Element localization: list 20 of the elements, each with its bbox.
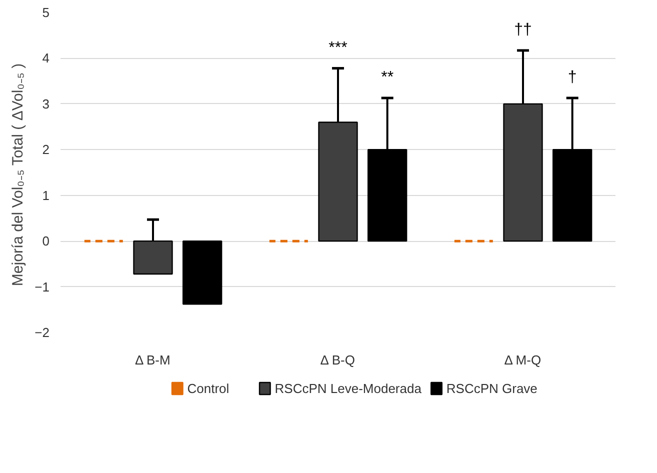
y-tick-label: −2 xyxy=(34,325,50,340)
bar xyxy=(182,240,222,305)
x-tick-label: Δ B-Q xyxy=(320,352,355,368)
y-axis-title: Mejoría del Vol₀₋₅ Total ( ΔVol₀₋₅ ) xyxy=(10,63,27,286)
annotation: ** xyxy=(381,68,394,86)
annotation: † xyxy=(568,68,577,86)
x-tick-label: Δ B-M xyxy=(134,352,170,368)
legend-label: Control xyxy=(187,381,230,396)
y-tick-label: 2 xyxy=(42,142,50,158)
x-tick-label: Δ M-Q xyxy=(504,352,542,368)
annotation: *** xyxy=(328,39,348,56)
y-tick-label: 4 xyxy=(42,50,50,66)
y-tick-label: 5 xyxy=(42,5,50,20)
y-tick-label: 3 xyxy=(42,96,50,112)
legend-label: RSCcPN Grave xyxy=(446,381,538,396)
y-tick-label: 1 xyxy=(42,188,50,203)
y-tick-label: −1 xyxy=(34,279,50,294)
legend-label: RSCcPN Leve-Moderada xyxy=(274,381,422,396)
annotation: †† xyxy=(514,21,532,38)
y-tick-label: 0 xyxy=(42,234,50,249)
